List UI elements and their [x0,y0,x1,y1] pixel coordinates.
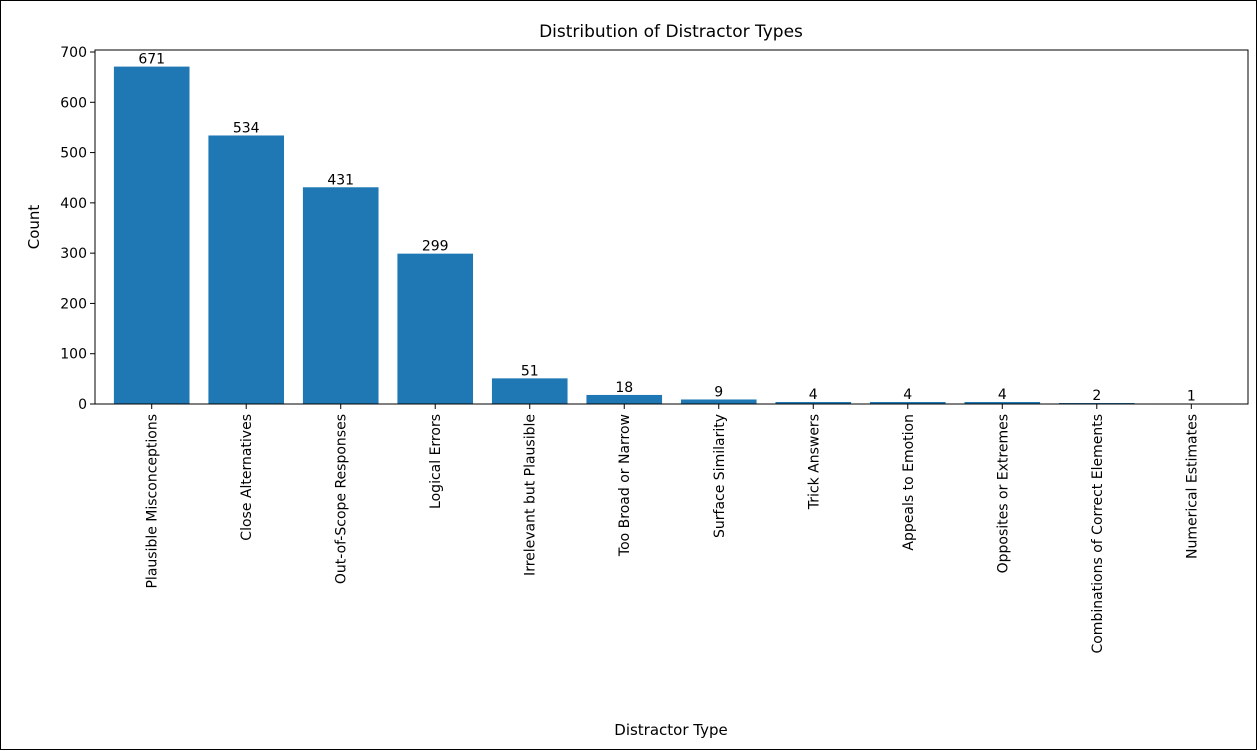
bar-value-label: 299 [422,239,449,255]
bar-value-label: 51 [521,363,539,379]
bar-value-label: 2 [1092,388,1101,404]
bar-value-label: 4 [809,387,818,403]
x-tick-label: Too Broad or Narrow [617,414,633,557]
x-tick-label: Logical Errors [428,414,444,509]
bars-group [113,66,1230,404]
bar [302,187,379,404]
x-axis-ticks: Plausible Misconceptions Close Alternativ… [145,404,1200,654]
bar-value-label: 4 [903,387,912,403]
y-tick-label: 0 [78,397,87,413]
x-axis-label: Distractor Type [614,721,727,739]
x-tick-label: Close Alternatives [239,414,255,541]
y-tick-label: 700 [60,45,87,61]
y-axis-label: Count [25,205,43,250]
x-tick-label: Surface Similarity [712,414,728,538]
y-tick-label: 300 [60,246,87,262]
x-tick-label: Out-of-Scope Responses [334,414,350,584]
bar-value-label: 9 [714,384,723,400]
y-tick-label: 100 [60,347,87,363]
y-axis-ticks: 0 100 200 300 400 500 600 700 [60,45,95,413]
bar-value-label: 534 [233,120,260,136]
data-labels-group: 671 534 431 299 51 18 9 4 4 4 2 1 [138,52,1195,405]
bar-value-label: 4 [998,387,1007,403]
bar-value-label: 18 [615,380,633,396]
bar [397,253,474,404]
bar [775,401,852,404]
bar [1058,402,1135,404]
x-tick-label: Plausible Misconceptions [145,414,161,589]
bar-value-label: 671 [138,52,165,68]
y-tick-label: 400 [60,196,87,212]
bar [491,378,568,404]
bar [869,401,946,404]
bar [964,401,1041,404]
x-tick-label: Numerical Estimates [1184,414,1200,559]
bar-value-label: 1 [1187,388,1196,404]
axes-frame [94,49,1249,405]
bar [586,394,663,404]
y-tick-label: 200 [60,296,87,312]
x-tick-label: Combinations of Correct Elements [1090,414,1106,654]
x-tick-label: Trick Answers [806,414,822,510]
x-tick-label: Irrelevant but Plausible [523,414,539,576]
bar [113,66,190,404]
x-tick-label: Opposites or Extremes [995,414,1011,573]
bar-value-label: 431 [327,172,354,188]
y-tick-label: 500 [60,146,87,162]
bar [680,399,757,404]
y-tick-label: 600 [60,95,87,111]
bar [208,135,285,404]
chart-title: Distribution of Distractor Types [539,22,803,42]
x-tick-label: Appeals to Emotion [901,414,917,551]
